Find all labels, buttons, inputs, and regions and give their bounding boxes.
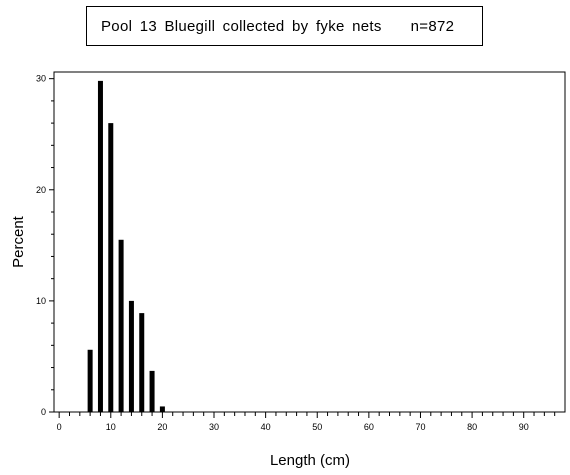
x-tick-label: 10 [106,422,116,432]
bar-16cm [139,313,145,412]
bar-20cm [159,406,165,412]
y-tick-label: 20 [36,185,46,195]
bar-10cm [108,123,114,412]
x-tick-label: 40 [261,422,271,432]
chart-title-main: Pool 13 Bluegill collected by fyke nets [101,17,382,35]
y-tick-label: 10 [36,296,46,306]
chart-title-box: Pool 13 Bluegill collected by fyke nets … [86,6,483,46]
y-tick-label: 30 [36,74,46,84]
chart-title-n: n=872 [410,17,455,35]
x-tick-label: 50 [312,422,322,432]
bars-group [87,80,165,412]
y-axis-title: Percent [10,215,27,268]
x-tick-label: 0 [57,422,62,432]
x-tick-label: 30 [209,422,219,432]
x-tick-label: 60 [364,422,374,432]
bar-14cm [128,300,134,412]
x-tick-label: 80 [467,422,477,432]
chart-title: Pool 13 Bluegill collected by fyke nets … [101,18,454,35]
bar-6cm [87,349,93,412]
x-tick-label: 90 [519,422,529,432]
bar-18cm [149,370,155,412]
bar-12cm [118,239,124,412]
x-axis-title: Length (cm) [270,452,350,469]
x-tick-label: 70 [415,422,425,432]
y-tick-label: 0 [41,407,46,417]
x-tick-label: 20 [157,422,167,432]
y-axis: 0 10 20 30 [36,74,54,417]
bar-8cm [97,80,103,412]
x-axis: 0 10 20 30 40 50 60 70 80 90 [57,412,556,432]
plot-frame [53,71,566,413]
